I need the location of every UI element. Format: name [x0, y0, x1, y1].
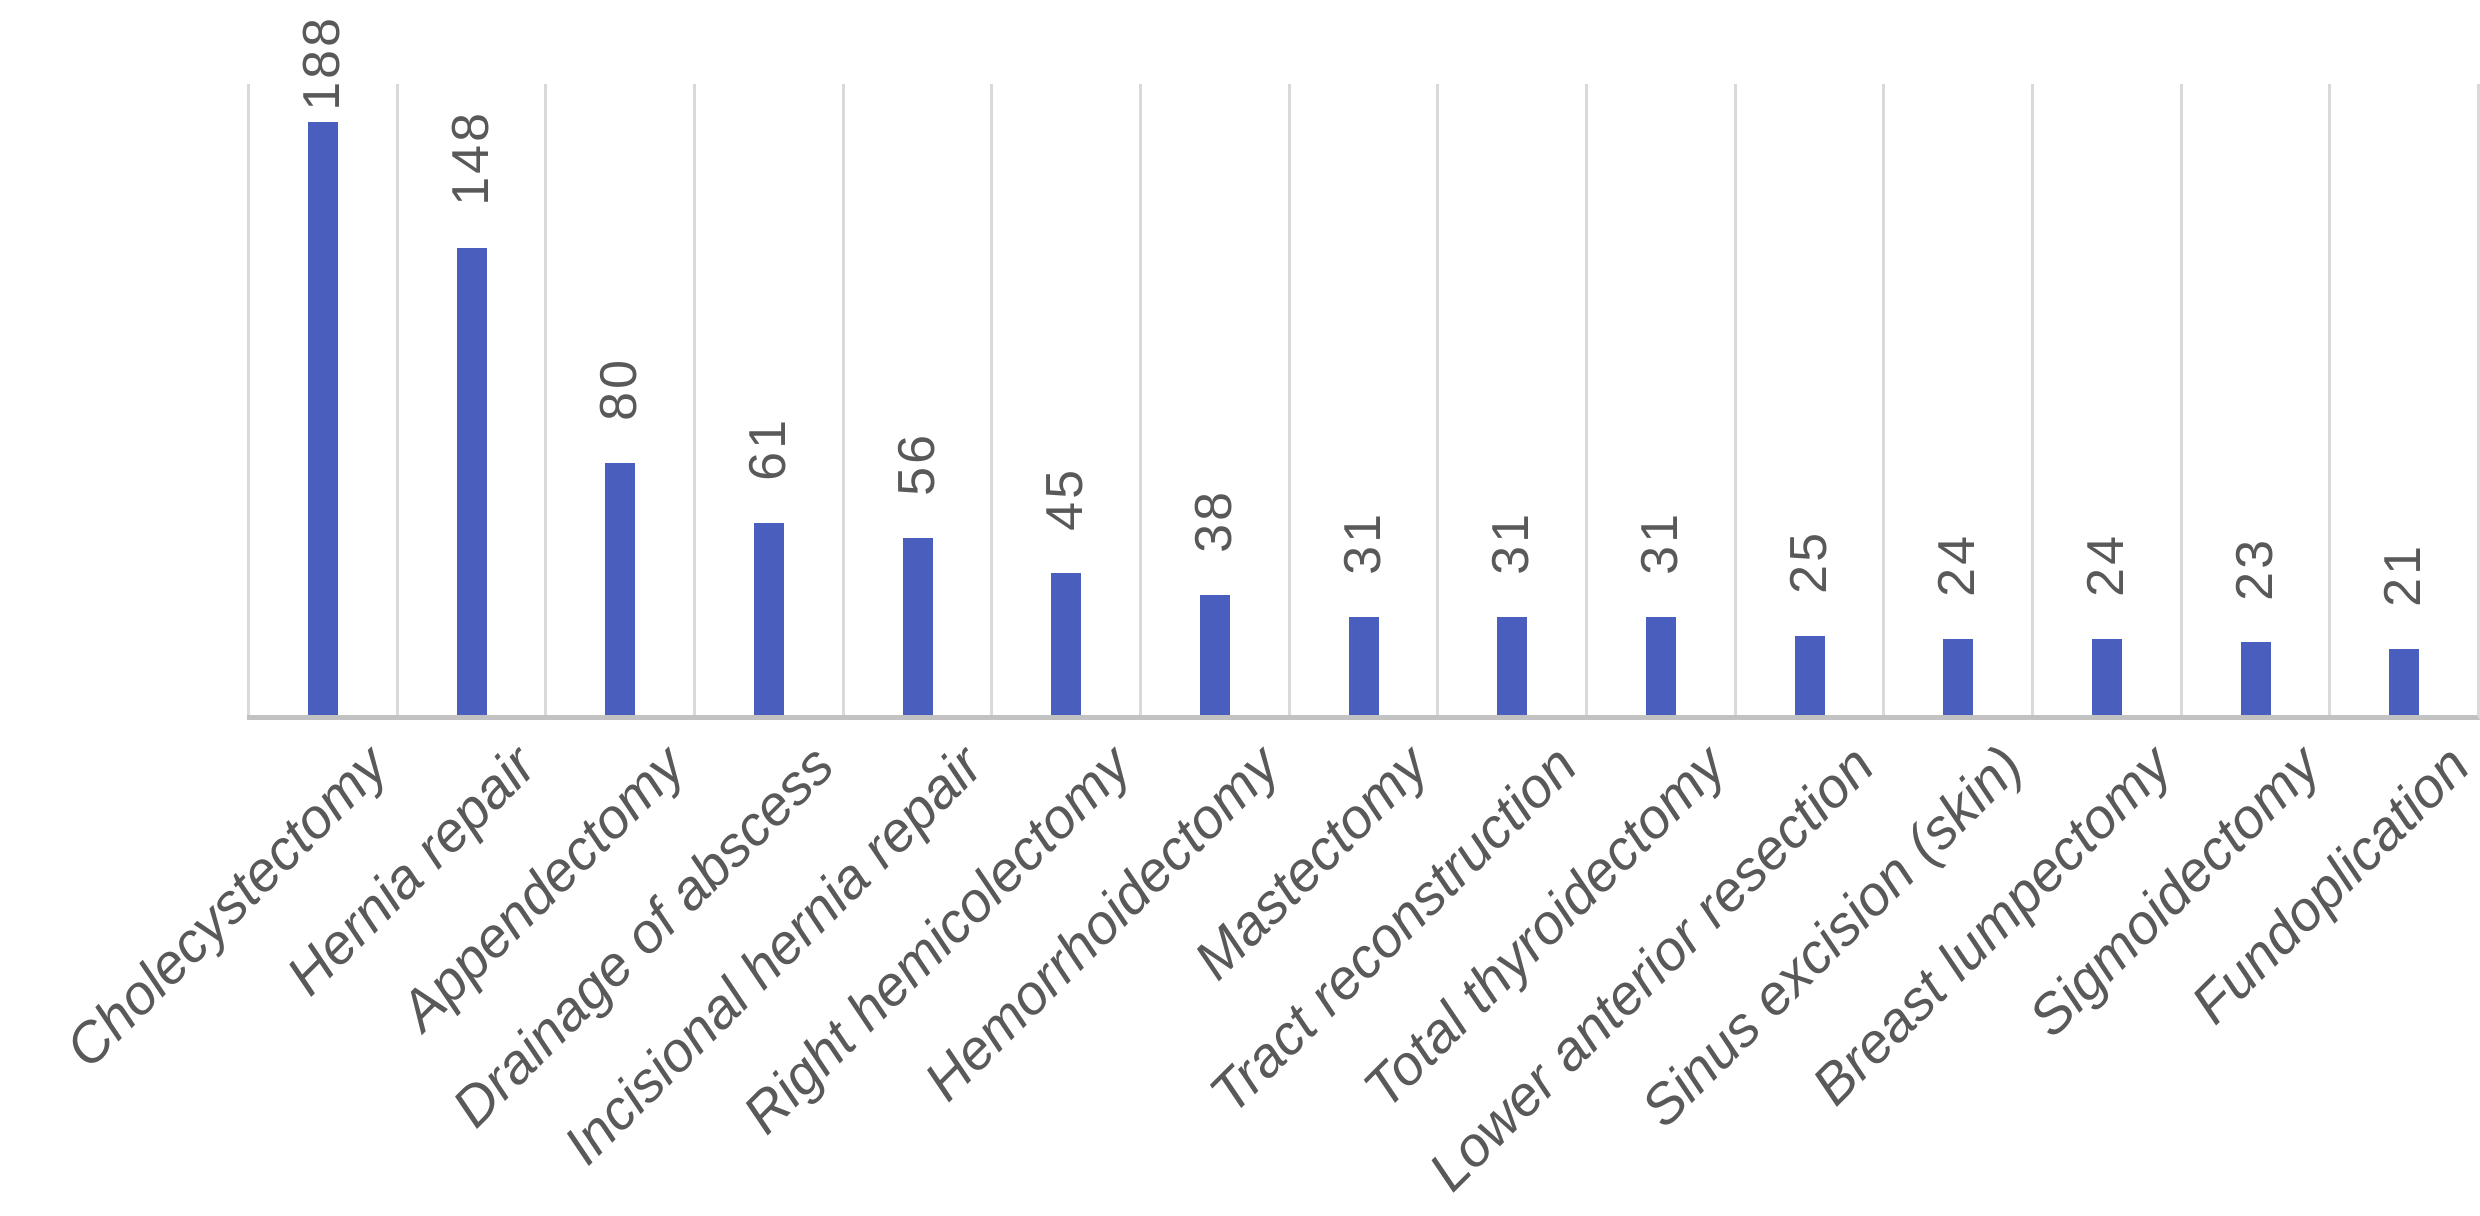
- category-slot: 24: [1882, 84, 2031, 715]
- category-slot: 31: [1585, 84, 1734, 715]
- bar: [605, 462, 636, 715]
- bar-value-label: 31: [1630, 511, 1689, 576]
- category-slot: 61: [693, 84, 842, 715]
- bar: [902, 538, 933, 715]
- bar-value-label: 24: [1928, 533, 1987, 598]
- category-slot: 21: [2328, 84, 2477, 715]
- category-slot: 23: [2179, 84, 2329, 715]
- bar: [1497, 617, 1528, 715]
- bar-value-label: 56: [887, 432, 946, 497]
- bar: [456, 248, 487, 715]
- bar: [753, 522, 784, 715]
- bar-value-label: 148: [441, 110, 500, 207]
- category-slot: 31: [1287, 84, 1437, 715]
- bar: [1943, 639, 1974, 715]
- bar-value-label: 80: [590, 356, 649, 421]
- category-slot: 148: [395, 84, 545, 715]
- bar: [307, 121, 338, 715]
- bar: [2389, 648, 2420, 715]
- bar-value-label: 31: [1333, 511, 1392, 576]
- bar: [2091, 639, 2122, 715]
- category-slot: 38: [1139, 84, 1288, 715]
- bar-value-label: 38: [1184, 489, 1243, 554]
- bar-value-label: 21: [2374, 542, 2433, 607]
- bar: [1051, 573, 1082, 715]
- category-slot: 188: [247, 15, 396, 715]
- bar: [1794, 636, 1825, 715]
- bar-value-label: 188: [292, 15, 351, 111]
- category-slot: 45: [990, 84, 1139, 715]
- category-slot: 25: [1733, 84, 1883, 715]
- bar-value-label: 25: [1779, 530, 1838, 595]
- category-slot: 24: [2031, 84, 2180, 715]
- category-slot: 56: [841, 84, 991, 715]
- bar: [1348, 617, 1379, 715]
- category-slot: 80: [544, 84, 693, 715]
- bar: [1199, 595, 1230, 715]
- bar: [1645, 617, 1676, 715]
- bar-value-label: 45: [1036, 467, 1095, 531]
- bar-value-label: 31: [1482, 511, 1541, 576]
- bar-value-label: 24: [2076, 533, 2135, 598]
- plot-area: 188 148 80 61 56 45 38 31 31 31 25: [247, 15, 2480, 720]
- bar-value-label: 23: [2225, 536, 2284, 601]
- category-axis-labels: Cholecystectomy Hernia repair Appendecto…: [53, 722, 2480, 1216]
- bar: [2240, 642, 2271, 715]
- bar-value-label: 61: [738, 416, 797, 481]
- category-slot: 31: [1436, 84, 1585, 715]
- category-label-slot: Fundoplication: [2178, 722, 2480, 1216]
